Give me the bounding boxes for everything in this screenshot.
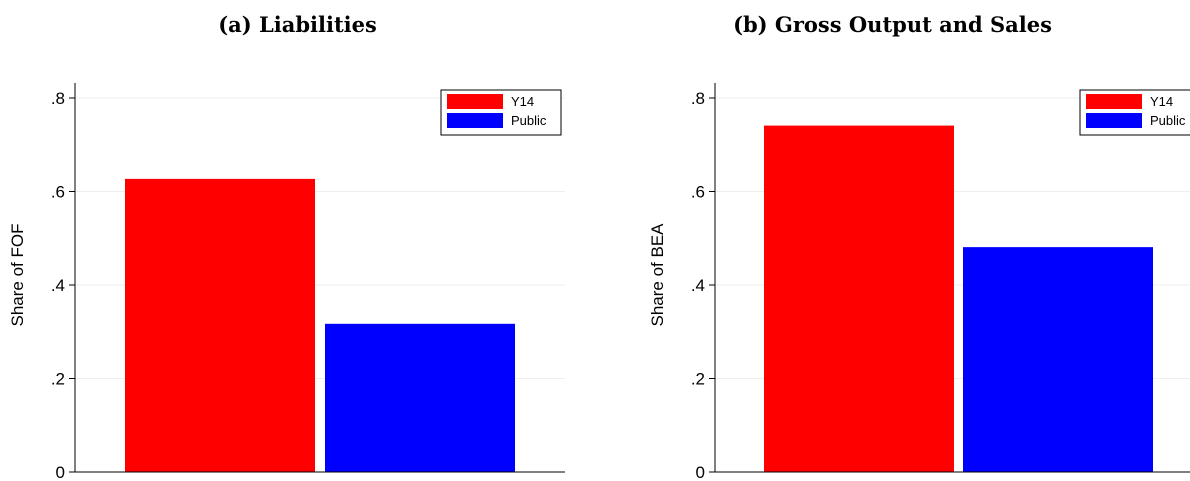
bar-public — [963, 247, 1153, 472]
bar-y14 — [125, 178, 315, 472]
y-tick-label: .8 — [51, 89, 65, 108]
legend-swatch — [447, 94, 503, 109]
y-tick-label: 0 — [696, 463, 705, 481]
legend-swatch — [1086, 94, 1142, 109]
bar-public — [325, 323, 515, 472]
chart-panel-liabilities: (a) Liabilities 0 .2 .4 .6 .8 Share of FOF Y14… — [8, 12, 565, 481]
y-tick-label: .2 — [51, 370, 65, 389]
y-tick-label: .8 — [691, 89, 705, 108]
legend: Y14 Public — [440, 89, 562, 136]
y-axis-label: Share of FOF — [8, 224, 27, 327]
y-tick-label: .6 — [51, 183, 65, 202]
legend-label: Y14 — [1150, 94, 1173, 109]
legend-label: Public — [511, 113, 547, 128]
y-tick-label: .4 — [51, 276, 65, 295]
y-tick-label: .4 — [691, 276, 705, 295]
chart-panel-gross-output: (b) Gross Output and Sales 0 .2 .4 .6 .8 Shar… — [595, 0, 1190, 481]
y-tick-label: .2 — [691, 370, 705, 389]
chart-title: (b) Gross Output and Sales — [733, 12, 1052, 37]
chart-title: (a) Liabilities — [218, 12, 377, 37]
legend-label: Y14 — [511, 94, 534, 109]
y-tick-label: .6 — [691, 183, 705, 202]
legend-swatch — [447, 113, 503, 128]
y-axis-label: Share of BEA — [648, 223, 667, 327]
legend: Y14 Public — [1079, 89, 1190, 136]
bar-chart-gross-output: 0 .2 .4 .6 .8 Share of BEA Y14 Public — [648, 83, 1190, 481]
y-tick-label: 0 — [56, 463, 65, 481]
bar-chart-liabilities: 0 .2 .4 .6 .8 Share of FOF Y14 Public — [8, 83, 565, 481]
legend-label: Public — [1150, 113, 1186, 128]
legend-swatch — [1086, 113, 1142, 128]
bar-y14 — [764, 125, 954, 473]
